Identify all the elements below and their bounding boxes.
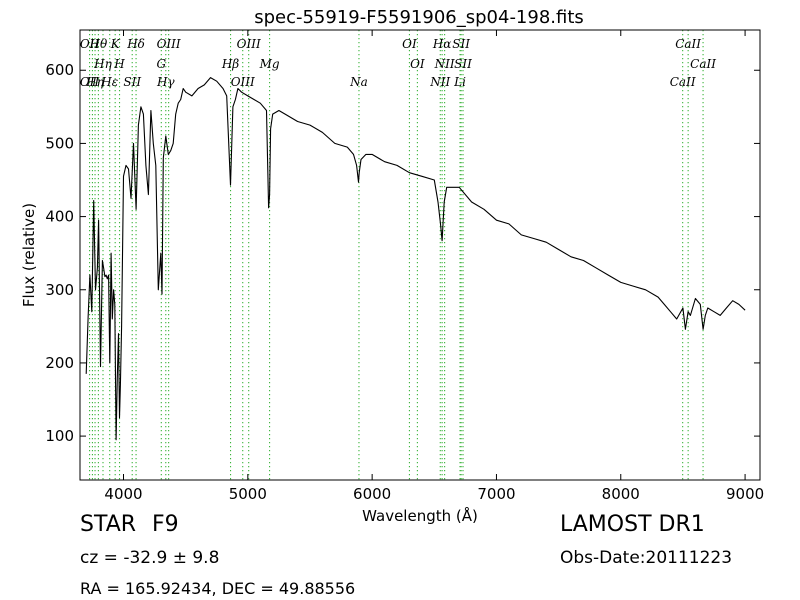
- y-tick-label: 300: [45, 281, 74, 299]
- line-marker-label: SII: [123, 75, 141, 89]
- line-marker-label: CaII: [670, 75, 696, 89]
- line-marker-label: H: [113, 57, 125, 71]
- line-marker-label: Hδ: [126, 37, 145, 51]
- x-tick-label: 6000: [353, 485, 391, 503]
- line-marker-label: Hε: [100, 75, 118, 89]
- x-axis-label: Wavelength (Å): [362, 506, 478, 525]
- x-tick-label: 5000: [229, 485, 267, 503]
- line-marker-label: OIII: [231, 75, 255, 89]
- line-marker-label: G: [157, 57, 167, 71]
- line-markers: [89, 30, 704, 480]
- line-marker-label: OII: [80, 37, 100, 51]
- x-tick-label: 8000: [602, 485, 640, 503]
- line-marker-label: SII: [454, 57, 472, 71]
- line-marker-label: Li: [453, 75, 466, 89]
- line-marker-label: Hγ: [156, 75, 175, 89]
- line-marker-label: Hβ: [221, 57, 239, 71]
- line-marker-label: Na: [349, 75, 368, 89]
- chart-title: spec-55919-F5591906_sp04-198.fits: [254, 7, 584, 28]
- line-marker-label: Hη: [85, 75, 104, 89]
- object-class-label: STAR: [80, 512, 137, 537]
- x-tick-label: 4000: [104, 485, 142, 503]
- coordinates: RA = 165.92434, DEC = 49.88556: [80, 579, 356, 598]
- survey-name: LAMOST DR1: [560, 512, 705, 537]
- line-marker-label: OII: [80, 75, 100, 89]
- line-marker-label: OIII: [237, 37, 261, 51]
- line-marker-label: Hη: [93, 57, 112, 71]
- object-class: STAR F9: [80, 512, 179, 537]
- line-marker-label: CaII: [675, 37, 701, 51]
- spectrum-line: [85, 77, 746, 441]
- line-marker-label: NII: [434, 57, 455, 71]
- line-marker-label: K: [110, 37, 121, 51]
- line-marker-label: SII: [452, 37, 470, 51]
- y-axis-label: Flux (relative): [20, 203, 38, 307]
- line-marker-labels: OIIOIIHηHθHηHεKHSIIHδGHγOIIIHβOIIIOIIIMg…: [80, 37, 716, 89]
- line-marker-label: OI: [402, 37, 417, 51]
- observation-date: Obs-Date:20111223: [560, 548, 733, 568]
- line-marker-label: Hα: [432, 37, 452, 51]
- line-marker-label: Hθ: [89, 37, 108, 51]
- line-marker-label: NII: [429, 75, 450, 89]
- x-tick-label: 9000: [726, 485, 764, 503]
- y-tick-label: 400: [45, 208, 74, 226]
- x-tick-label: 7000: [477, 485, 515, 503]
- y-axis-ticks: 100 200 300 400 500 600: [45, 61, 760, 445]
- redshift-value: cz = -32.9 ± 9.8: [80, 548, 220, 568]
- line-marker-label: OIII: [157, 37, 181, 51]
- object-subclass: F9: [152, 512, 179, 537]
- y-tick-label: 600: [45, 61, 74, 79]
- line-marker-label: CaII: [690, 57, 716, 71]
- line-marker-label: Mg: [259, 57, 280, 71]
- plot-frame: [79, 29, 761, 481]
- line-marker-label: OI: [410, 57, 425, 71]
- y-tick-label: 100: [45, 427, 74, 445]
- y-tick-label: 200: [45, 354, 74, 372]
- x-axis-ticks: 4000 5000 6000 7000 8000 9000: [104, 30, 764, 503]
- y-tick-label: 500: [45, 134, 74, 152]
